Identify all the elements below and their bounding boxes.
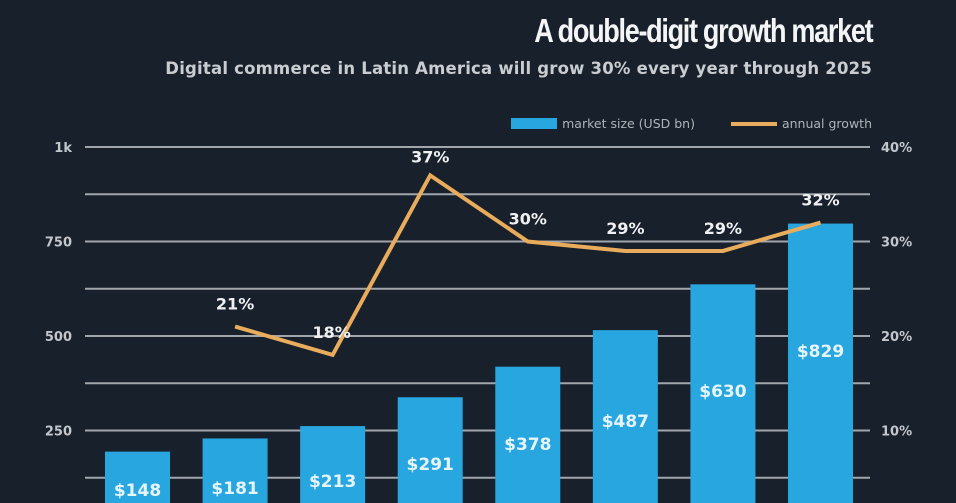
bar-value-label: $378 [504,435,551,455]
chart-title: A double-digit growth market [533,12,873,49]
bar [788,223,853,503]
bars [105,223,853,503]
bar [202,438,268,503]
legend-swatch-annual-growth [730,121,777,126]
bar-value-label: $630 [699,382,746,402]
bar [397,397,463,503]
y-right-tick-label: 40% [881,141,912,156]
y-left-tick-label: 500 [45,330,72,345]
legend: market size (USD bn) annual growth [475,116,872,131]
y-axis-left: 250 500 750 1k [45,141,72,440]
bar [495,366,561,503]
bar-value-label: $213 [309,472,356,492]
growth-value-label: 18% [312,323,350,342]
growth-line-group [234,172,822,358]
growth-line [234,172,822,358]
y-left-tick-label: 1k [54,141,72,156]
bar-labels: $148 $181 $213 $291 $378 $487 $630 $829 [114,342,844,501]
bar [105,451,170,503]
growth-value-label: 37% [411,147,449,166]
bar-value-label: $829 [797,342,844,362]
bar [300,426,366,503]
legend-item-market-size: market size (USD bn) [511,116,695,131]
growth-value-label: 30% [509,210,547,229]
bar-value-label: $487 [602,412,649,432]
legend-label-annual-growth: annual growth [781,116,872,131]
y-right-tick-label: 10% [881,425,912,440]
bar [690,284,756,503]
bar-value-label: $148 [114,481,161,501]
growth-labels: 21% 18% 37% 30% 29% 29% 32% [216,147,840,342]
bar-value-label: $291 [407,455,454,475]
y-left-tick-label: 250 [45,425,72,440]
bar [592,330,658,503]
growth-value-label: 21% [216,295,254,314]
legend-swatch-market-size [511,118,558,129]
y-right-tick-label: 30% [881,236,912,251]
y-axis-right: 10% 20% 30% 40% [881,141,912,440]
y-right-tick-label: 20% [881,330,912,345]
bar-value-label: $181 [211,479,258,499]
chart-subtitle: Digital commerce in Latin America will g… [165,59,872,78]
legend-label-market-size: market size (USD bn) [562,116,695,131]
growth-value-label: 29% [704,219,742,238]
growth-value-label: 32% [801,191,839,210]
y-left-tick-label: 750 [45,236,72,251]
legend-item-annual-growth: annual growth [730,116,872,131]
growth-value-label: 29% [606,219,644,238]
